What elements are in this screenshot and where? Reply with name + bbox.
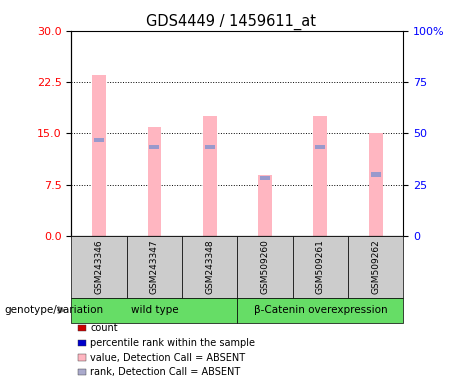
Text: GSM243346: GSM243346 [95,240,104,294]
Text: percentile rank within the sample: percentile rank within the sample [90,338,255,348]
Text: count: count [90,323,118,333]
Bar [315,145,325,149]
Bar [203,116,217,236]
Bar [148,127,161,236]
Text: value, Detection Call = ABSENT: value, Detection Call = ABSENT [90,353,245,362]
Bar [369,134,383,236]
Text: rank, Detection Call = ABSENT: rank, Detection Call = ABSENT [90,367,241,377]
Text: GSM243348: GSM243348 [205,240,214,294]
Text: GSM509261: GSM509261 [316,240,325,294]
Text: genotype/variation: genotype/variation [5,305,104,315]
Bar [94,138,104,142]
Bar [260,176,270,180]
Bar [313,116,327,236]
Bar [149,145,160,149]
Text: wild type: wild type [130,305,178,315]
Text: GSM509262: GSM509262 [371,240,380,294]
Text: GDS4449 / 1459611_at: GDS4449 / 1459611_at [146,13,315,30]
Bar [205,145,215,149]
Text: β-Catenin overexpression: β-Catenin overexpression [254,305,387,315]
Text: GSM509260: GSM509260 [260,240,270,294]
Bar [258,174,272,236]
Text: GSM243347: GSM243347 [150,240,159,294]
Bar [371,172,381,177]
Bar [92,75,106,236]
